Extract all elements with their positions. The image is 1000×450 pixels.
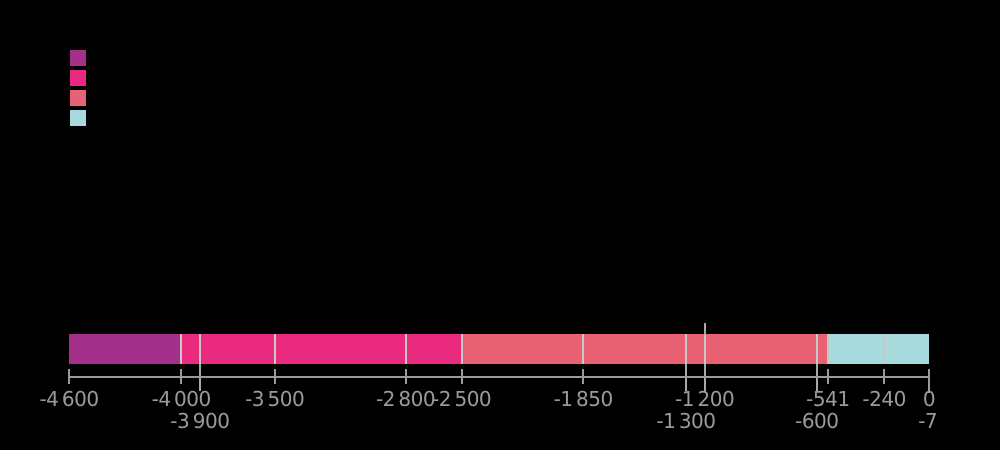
bar-divider--1200 bbox=[703, 334, 706, 364]
axis-tick--4000 bbox=[180, 369, 183, 384]
axis-tick--3500 bbox=[273, 369, 276, 384]
axis-tick-label--240: -240 bbox=[862, 387, 906, 411]
axis-tick--541 bbox=[826, 369, 829, 384]
axis-tick--2500 bbox=[460, 369, 463, 384]
axis-tick-label--4600: -4 600 bbox=[39, 387, 99, 411]
axis-tick-label--1850: -1 850 bbox=[553, 387, 614, 411]
bar-divider--1850 bbox=[582, 334, 585, 364]
axis-tick--4600 bbox=[68, 369, 70, 384]
axis-tick-label--4000: -4 000 bbox=[151, 387, 212, 411]
bar-segment-3 bbox=[461, 334, 828, 364]
axis-tick-label--1200: -1 200 bbox=[675, 387, 735, 411]
axis-tick-label--7: -7 bbox=[918, 409, 938, 433]
axis-tick-label--2800: -2 800 bbox=[375, 387, 436, 411]
axis-tick-0 bbox=[928, 369, 930, 393]
legend-swatch-3 bbox=[70, 90, 86, 106]
axis-tick-label--2500: -2 500 bbox=[432, 387, 492, 411]
bar-divider--541 bbox=[826, 334, 829, 364]
bar-divider--3500 bbox=[273, 334, 276, 364]
bar-divider--240 bbox=[883, 334, 886, 364]
axis-tick-label--3900: -3 900 bbox=[170, 409, 230, 433]
axis-tick-label-0: 0 bbox=[922, 387, 936, 411]
legend-swatch-4 bbox=[70, 110, 86, 126]
bar-segment-2 bbox=[181, 334, 462, 364]
bar-divider--3900 bbox=[198, 334, 201, 364]
axis-tick--240 bbox=[883, 369, 886, 384]
x-axis-line bbox=[69, 376, 930, 378]
axis-tick-label--600: -600 bbox=[795, 409, 839, 433]
legend-swatch-2 bbox=[70, 70, 86, 86]
bar-divider--2500 bbox=[460, 334, 463, 364]
axis-tick--1850 bbox=[582, 369, 585, 384]
bar-segment-4 bbox=[827, 334, 929, 364]
axis-tick-label--3500: -3 500 bbox=[245, 387, 305, 411]
legend-swatch-1 bbox=[70, 50, 86, 66]
bar-divider--1300 bbox=[684, 334, 687, 364]
bar-divider--4000 bbox=[180, 334, 183, 364]
axis-tick--2800 bbox=[404, 369, 407, 384]
axis-tick-label--541: -541 bbox=[806, 387, 850, 411]
chart-legend bbox=[70, 50, 86, 126]
axis-tick-label--1300: -1 300 bbox=[656, 409, 716, 433]
bar-divider--2800 bbox=[404, 334, 407, 364]
marker-above-bar bbox=[703, 323, 706, 335]
bar-segment-1 bbox=[69, 334, 182, 364]
bar-divider--600 bbox=[815, 334, 818, 364]
